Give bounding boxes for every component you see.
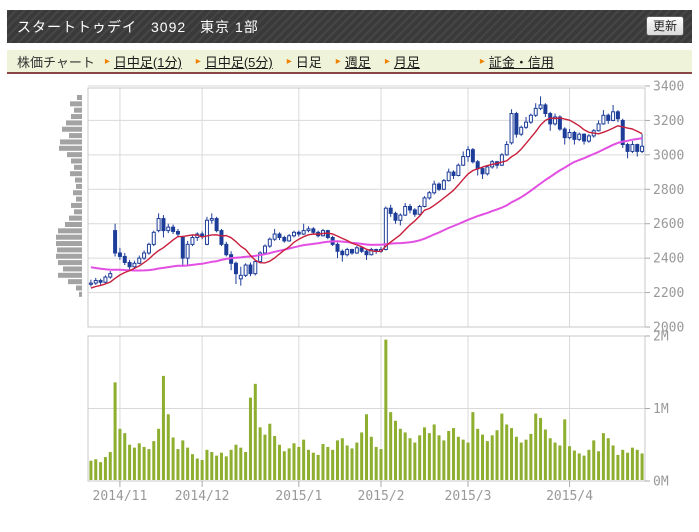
svg-text:2015/3: 2015/3 bbox=[445, 489, 492, 504]
arrow-right-icon: ▸ bbox=[335, 55, 341, 67]
nav-item-weekly[interactable]: ▸ 週足 bbox=[336, 52, 371, 71]
ma-short-line bbox=[90, 117, 643, 289]
stock-name: スタートトゥデイ bbox=[17, 18, 137, 35]
svg-text:2200: 2200 bbox=[653, 286, 684, 301]
svg-text:0M: 0M bbox=[653, 475, 669, 490]
nav-item-monthly[interactable]: ▸ 月足 bbox=[385, 52, 420, 71]
stock-market: 東京 1部 bbox=[200, 18, 259, 35]
title-bar: スタートトゥデイ 3092 東京 1部 更新 bbox=[7, 10, 692, 43]
svg-text:2800: 2800 bbox=[653, 183, 684, 198]
volume-profile bbox=[56, 95, 82, 297]
svg-text:2000: 2000 bbox=[653, 321, 684, 336]
nav-item-label: 月足 bbox=[393, 54, 420, 70]
arrow-right-icon: ▸ bbox=[479, 55, 485, 67]
svg-text:3200: 3200 bbox=[653, 114, 684, 129]
arrow-right-icon: ▸ bbox=[286, 55, 292, 67]
price-axis-labels: 3400 3200 3000 2800 2600 2400 2200 2000 bbox=[645, 80, 684, 336]
svg-text:2M: 2M bbox=[653, 330, 669, 345]
nav-label-kabuka-chart: 株価チャート bbox=[17, 54, 95, 70]
volume-bars bbox=[89, 339, 644, 480]
nav-item-margin-credit[interactable]: ▸ 証金・信用 bbox=[480, 52, 554, 71]
svg-text:2600: 2600 bbox=[653, 217, 684, 232]
ma-long-line bbox=[90, 137, 643, 272]
arrow-right-icon: ▸ bbox=[104, 55, 110, 67]
nav-item-label: 日足 bbox=[295, 54, 322, 70]
svg-text:2014/12: 2014/12 bbox=[175, 489, 230, 504]
svg-text:2014/11: 2014/11 bbox=[93, 489, 148, 504]
nav-item-label: 週足 bbox=[344, 54, 371, 70]
nav-item-label: 日中足(5分) bbox=[204, 54, 273, 70]
svg-text:2400: 2400 bbox=[653, 252, 684, 267]
nav-item-label: 証金・信用 bbox=[488, 54, 554, 70]
svg-text:3000: 3000 bbox=[653, 148, 684, 163]
stock-code: 3092 bbox=[151, 18, 187, 35]
refresh-button[interactable]: 更新 bbox=[645, 16, 684, 36]
svg-text:2015/1: 2015/1 bbox=[275, 489, 322, 504]
svg-text:3400: 3400 bbox=[653, 80, 684, 95]
volume-axis-labels: 2M 1M 0M bbox=[645, 330, 669, 490]
candlesticks bbox=[88, 96, 645, 287]
stock-chart-area: 3400 3200 3000 2800 2600 2400 2200 2000 2M 1M 0M 20… bbox=[0, 80, 699, 527]
nav-item-label: 日中足(1分) bbox=[113, 54, 182, 70]
svg-text:1M: 1M bbox=[653, 402, 669, 417]
arrow-right-icon: ▸ bbox=[384, 55, 390, 67]
svg-text:2015/4: 2015/4 bbox=[546, 489, 593, 504]
arrow-right-icon: ▸ bbox=[195, 55, 201, 67]
nav-item-daily[interactable]: ▸ 日足 bbox=[287, 52, 322, 71]
date-axis-labels: 2014/11 2014/12 2015/1 2015/2 2015/3 2015/4 bbox=[93, 481, 593, 504]
stock-title: スタートトゥデイ 3092 東京 1部 bbox=[7, 17, 273, 37]
nav-item-intraday-1min[interactable]: ▸ 日中足(1分) bbox=[105, 52, 182, 71]
chart-nav: 株価チャート ▸ 日中足(1分) ▸ 日中足(5分) ▸ 日足 ▸ 週足 ▸ 月… bbox=[7, 50, 692, 74]
svg-text:2015/2: 2015/2 bbox=[358, 489, 405, 504]
nav-item-intraday-5min[interactable]: ▸ 日中足(5分) bbox=[196, 52, 273, 71]
